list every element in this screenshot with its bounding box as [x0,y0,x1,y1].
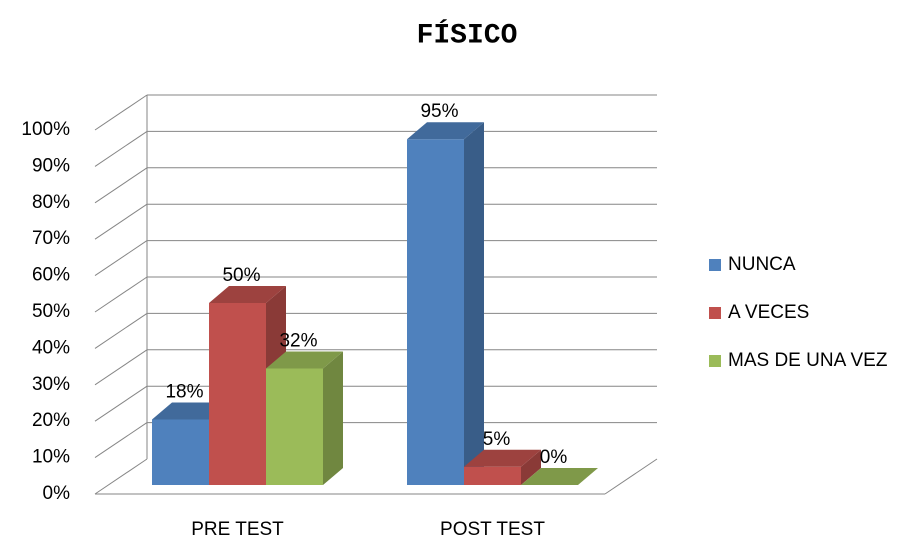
grid-line [94,312,148,349]
data-label: 50% [222,265,260,286]
data-label: 18% [165,381,203,402]
bar-front [464,466,521,485]
y-tick-label: 10% [32,447,70,468]
x-tick-label: POST TEST [440,519,545,540]
y-tick-label: 100% [21,119,70,140]
y-tick-label: 90% [32,155,70,176]
y-tick-label: 40% [32,337,70,358]
bar-side [323,351,343,485]
grid-line [94,240,148,277]
chart-title: FÍSICO [417,19,518,51]
y-tick-label: 80% [32,192,70,213]
y-tick-label: 50% [32,301,70,322]
legend-label: A VECES [728,302,809,323]
grid-line [94,422,148,459]
legend-swatch [709,307,721,319]
grid-line [94,203,148,240]
bar [464,449,541,485]
grid-line [94,385,148,422]
bar [521,468,598,485]
bar-side [521,449,541,485]
data-label: 0% [540,447,568,468]
data-label: 32% [279,331,317,352]
bar [407,122,484,485]
bar-front [152,419,209,485]
floor-edge [604,458,658,495]
grid-line [94,276,148,313]
bar-top [407,122,484,140]
bar-front [266,368,323,485]
y-tick-label: 0% [43,483,71,504]
y-tick-label: 20% [32,410,70,431]
legend-swatch [709,259,721,271]
bar-top [521,468,598,485]
grid-line [94,458,148,495]
grid-line [94,167,148,204]
legend-label: MAS DE UNA VEZ [728,350,888,371]
y-tick-label: 70% [32,228,70,249]
bar-top [209,286,286,303]
bar [266,351,343,485]
bar-side [464,122,484,485]
data-label: 95% [420,101,458,122]
legend-label: NUNCA [728,254,796,275]
y-tick-label: 60% [32,265,70,286]
legend-swatch [709,355,721,367]
bar-front [407,139,464,485]
bar-top [464,449,541,467]
x-tick-label: PRE TEST [191,519,284,540]
data-label: 5% [483,429,511,450]
y-tick-label: 30% [32,374,70,395]
bar-top [266,351,343,369]
grid-line [94,94,148,131]
grid-line [94,349,148,386]
bar-front [209,303,266,485]
grid-line [94,130,148,167]
